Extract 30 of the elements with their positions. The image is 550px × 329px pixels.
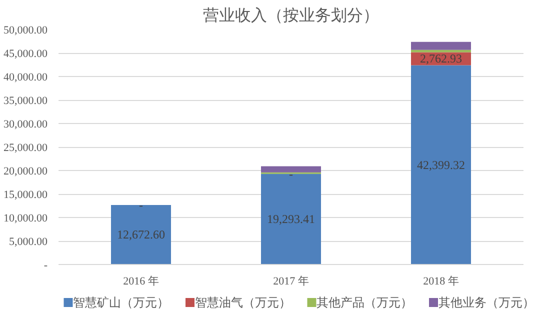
legend-label: 其他业务（万元） bbox=[438, 296, 534, 310]
bar bbox=[111, 204, 171, 264]
data-label: 19,293.41 bbox=[267, 212, 315, 226]
y-tick-label: 10,000.00 bbox=[4, 212, 48, 224]
x-tick-label: 2017 年 bbox=[273, 276, 309, 288]
y-tick-label: 40,000.00 bbox=[4, 72, 48, 84]
legend-label: 智慧油气（万元） bbox=[194, 296, 291, 310]
y-tick-label: - bbox=[44, 260, 48, 272]
y-tick-label: 15,000.00 bbox=[4, 189, 48, 201]
legend-label: 智慧矿山（万元） bbox=[73, 296, 170, 310]
bar bbox=[411, 42, 471, 50]
chart-title: 营业收入（按业务划分） bbox=[203, 6, 379, 24]
y-tick-label: 45,000.00 bbox=[4, 48, 48, 60]
y-tick-label: 5,000.00 bbox=[9, 236, 48, 248]
data-label: 2,762.93 bbox=[420, 52, 462, 66]
data-label: - bbox=[139, 198, 143, 212]
x-tick-label: 2018 年 bbox=[423, 276, 459, 288]
bar bbox=[411, 65, 471, 264]
data-label: 42,399.32 bbox=[417, 158, 465, 172]
bar bbox=[261, 166, 321, 172]
data-label: - bbox=[289, 166, 293, 181]
y-tick-label: 25,000.00 bbox=[4, 142, 48, 154]
bar bbox=[261, 174, 321, 264]
y-tick-label: 35,000.00 bbox=[4, 95, 48, 107]
x-tick-label: 2016 年 bbox=[123, 276, 159, 288]
y-tick-label: 50,000.00 bbox=[4, 24, 48, 36]
data-label: 12,672.60 bbox=[117, 228, 165, 242]
y-tick-label: 20,000.00 bbox=[4, 166, 48, 178]
legend-label: 其他产品（万元） bbox=[316, 296, 413, 310]
y-tick-label: 30,000.00 bbox=[4, 118, 48, 130]
